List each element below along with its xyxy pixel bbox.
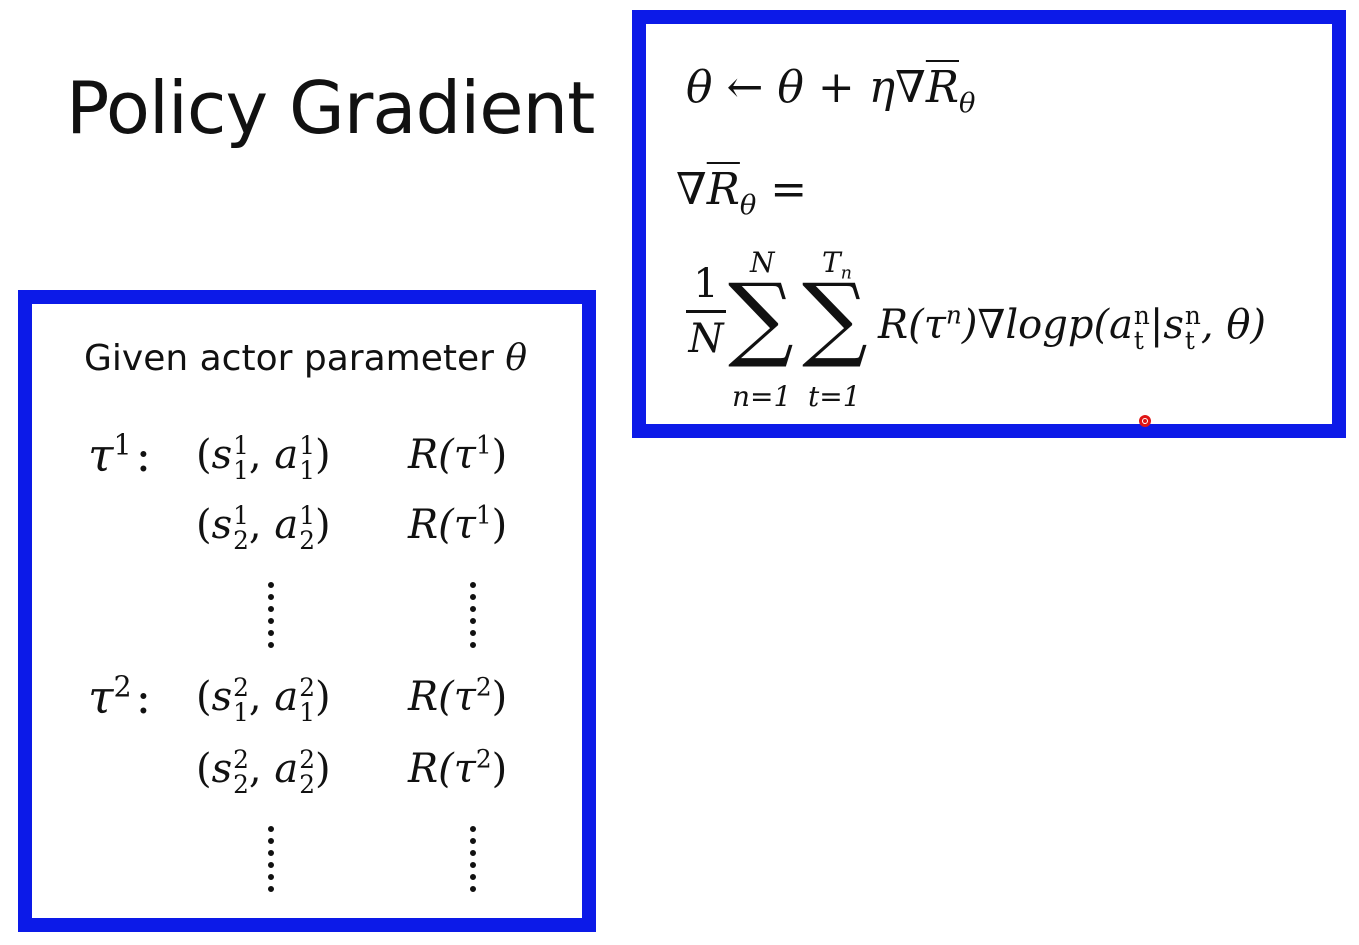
theta-symbol: θ <box>505 338 528 379</box>
vertical-ellipsis <box>268 582 274 648</box>
vertical-ellipsis <box>268 826 274 892</box>
sum1-lower-limit: n=1 <box>732 380 792 413</box>
fraction-one-over-n: 1 N <box>686 264 726 359</box>
summation-over-n: ∑ <box>728 264 794 371</box>
given-actor-text: Given actor parameter θ <box>84 338 527 379</box>
state-action-pair: (s 2 1, a 2 1) <box>196 672 331 727</box>
trajectory-reward: R(τ2) <box>408 744 508 792</box>
laser-pointer-icon <box>1139 415 1151 427</box>
sum2-upper-limit: Tn <box>822 246 852 284</box>
state-action-pair: (s 2 2, a 2 2) <box>196 744 331 799</box>
trajectory-reward: R(τ2) <box>408 672 508 720</box>
state-action-pair: (s 1 1, a 1 1) <box>196 430 331 485</box>
parameter-update-rule: θ ← θ + η∇Rθ <box>686 62 976 119</box>
summation-over-t: ∑ <box>802 264 868 371</box>
gradient-formula-box: θ ← θ + η∇Rθ ∇Rθ = 1 N N ∑ n=1 Tn ∑ t=1 … <box>632 10 1346 438</box>
gradient-summand: R(τn)∇logp(a n t |s n t, θ) <box>878 300 1267 355</box>
gradient-definition: ∇Rθ = <box>676 164 808 221</box>
state-action-pair: (s 1 2, a 1 2) <box>196 500 331 555</box>
vertical-ellipsis <box>470 826 476 892</box>
sum2-lower-limit: t=1 <box>808 380 861 413</box>
trajectory-reward: R(τ1) <box>408 500 508 548</box>
sum1-upper-limit: N <box>750 246 775 279</box>
trajectory-sampling-box: Given actor parameter θ τ1: (s 1 1, a 1 1) R… <box>18 290 596 932</box>
trajectory-1-label: τ1: <box>88 428 152 482</box>
trajectory-reward: R(τ1) <box>408 430 508 478</box>
vertical-ellipsis <box>470 582 476 648</box>
page-title: Policy Gradient <box>66 66 595 150</box>
trajectory-2-label: τ2: <box>88 670 152 724</box>
given-label: Given actor parameter <box>84 338 506 379</box>
